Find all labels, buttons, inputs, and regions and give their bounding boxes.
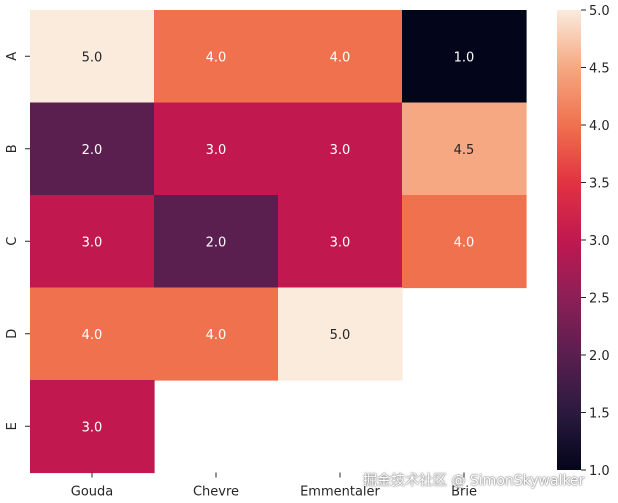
heatmap-cell-C-Brie <box>402 195 527 289</box>
cell-value-label: 2.0 <box>82 143 103 158</box>
cell-value-label: 3.0 <box>206 143 227 158</box>
cell-value-labels: 5.0 4.0 4.0 1.0 2.0 3.0 3.0 4.5 3.0 2.0 3.0 4.0 4.0 4… <box>82 50 475 435</box>
heatmap-cells <box>30 10 527 474</box>
colorbar-tick-label: 5.0 <box>589 4 610 19</box>
x-tick-label-emmentaler: Emmentaler <box>300 485 380 500</box>
colorbar-tick-label: 4.5 <box>589 62 610 77</box>
y-tick-label-B: B <box>5 144 20 153</box>
heatmap-cell-C-Chevre <box>154 195 279 289</box>
cell-value-label: 5.0 <box>330 328 351 343</box>
colorbar <box>557 10 581 470</box>
cell-value-label: 1.0 <box>454 50 475 65</box>
cell-value-label: 3.0 <box>330 143 351 158</box>
cell-value-label: 3.0 <box>82 235 103 250</box>
cell-value-label: 2.0 <box>206 235 227 250</box>
heatmap-cell-B-Brie <box>402 102 527 196</box>
heatmap-cell-B-Gouda <box>30 102 155 196</box>
heatmap-cell-D-Emmentaler <box>278 287 403 381</box>
colorbar-tick-label: 2.5 <box>589 292 610 307</box>
cell-value-label: 4.0 <box>82 328 103 343</box>
x-axis: Gouda Chevre Emmentaler Brie <box>71 472 477 500</box>
heatmap-cell-B-Emmentaler <box>278 102 403 196</box>
colorbar-tick-label: 4.0 <box>589 119 610 134</box>
heatmap-cell-D-Chevre <box>154 287 279 381</box>
heatmap-cell-A-Emmentaler <box>278 10 403 104</box>
heatmap-cell-B-Chevre <box>154 102 279 196</box>
colorbar-ticks: 1.0 1.5 2.0 2.5 3.0 3.5 4.0 4.5 5.0 <box>581 4 610 479</box>
cell-value-label: 3.0 <box>330 235 351 250</box>
cell-value-label: 4.0 <box>330 50 351 65</box>
heatmap-cell-C-Emmentaler <box>278 195 403 289</box>
heatmap-cell-A-Brie <box>402 10 527 104</box>
y-tick-label-A: A <box>5 52 20 61</box>
y-tick-label-C: C <box>5 237 20 246</box>
heatmap-cell-E-Gouda <box>30 380 155 474</box>
cell-value-label: 4.5 <box>454 143 475 158</box>
x-tick-label-chevre: Chevre <box>193 485 239 500</box>
x-tick-label-brie: Brie <box>451 485 477 500</box>
cell-value-label: 4.0 <box>454 235 475 250</box>
x-tick-label-gouda: Gouda <box>71 485 114 500</box>
cell-value-label: 4.0 <box>206 328 227 343</box>
colorbar-tick-label: 1.0 <box>589 464 610 479</box>
cell-value-label: 5.0 <box>82 50 103 65</box>
colorbar-tick-label: 3.0 <box>589 234 610 249</box>
heatmap-cell-C-Gouda <box>30 195 155 289</box>
heatmap-cell-A-Chevre <box>154 10 279 104</box>
y-tick-label-E: E <box>5 422 20 430</box>
colorbar-gradient <box>557 10 581 470</box>
colorbar-tick-label: 2.0 <box>589 349 610 364</box>
heatmap-cell-A-Gouda <box>30 10 155 104</box>
colorbar-tick-label: 1.5 <box>589 407 610 422</box>
cell-value-label: 4.0 <box>206 50 227 65</box>
cell-value-label: 3.0 <box>82 420 103 435</box>
heatmap-cell-D-Gouda <box>30 287 155 381</box>
y-axis: A B C D E <box>5 52 30 430</box>
watermark: 掘金技术社区 @ SimonSkywalker <box>363 473 585 489</box>
colorbar-tick-label: 3.5 <box>589 177 610 192</box>
y-tick-label-D: D <box>5 329 20 339</box>
